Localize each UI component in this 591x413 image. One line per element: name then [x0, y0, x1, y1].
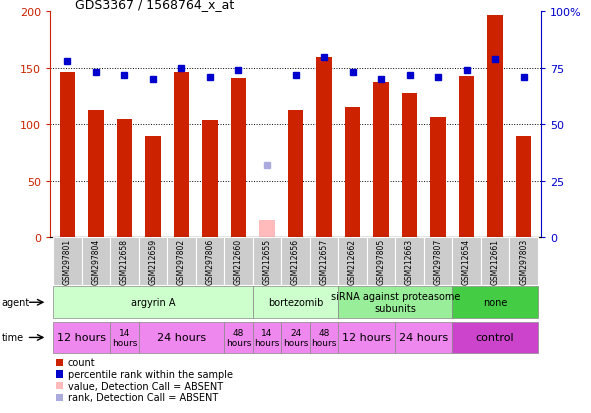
Text: percentile rank within the sample: percentile rank within the sample	[68, 369, 233, 379]
Bar	[139, 237, 167, 285]
Bar	[395, 322, 452, 354]
Text: agent: agent	[2, 297, 30, 308]
Text: GSM212658: GSM212658	[120, 238, 129, 284]
Bar	[60, 73, 75, 237]
Bar	[316, 57, 332, 237]
Bar	[488, 16, 503, 237]
Text: 24 hours: 24 hours	[157, 332, 206, 343]
Bar	[338, 237, 367, 285]
Text: GSM297804: GSM297804	[92, 238, 100, 284]
Bar	[253, 287, 338, 318]
Text: GSM297806: GSM297806	[206, 238, 215, 284]
Bar	[53, 287, 253, 318]
Text: siRNA against proteasome
subunits: siRNA against proteasome subunits	[330, 292, 460, 313]
Text: GSM297807: GSM297807	[434, 238, 443, 284]
Text: GSM297801: GSM297801	[63, 238, 72, 284]
Text: GSM212662: GSM212662	[348, 238, 357, 284]
Bar	[167, 237, 196, 285]
Text: 12 hours: 12 hours	[57, 332, 106, 343]
Text: GSM212657: GSM212657	[320, 238, 329, 284]
Bar	[139, 322, 224, 354]
Text: GSM212654: GSM212654	[462, 238, 471, 284]
Bar	[459, 76, 475, 237]
Bar	[110, 322, 139, 354]
Text: 14
hours: 14 hours	[254, 328, 280, 347]
Bar	[430, 118, 446, 237]
Bar	[110, 237, 139, 285]
Bar	[373, 83, 389, 237]
Bar	[53, 322, 110, 354]
Bar	[116, 119, 132, 237]
Bar	[509, 237, 538, 285]
Bar	[82, 237, 110, 285]
Text: 24 hours: 24 hours	[400, 332, 449, 343]
Bar	[53, 237, 82, 285]
Bar	[174, 73, 189, 237]
Bar	[281, 237, 310, 285]
Text: argyrin A: argyrin A	[131, 297, 175, 308]
Bar	[288, 110, 303, 237]
Text: none: none	[483, 297, 507, 308]
Bar	[338, 322, 395, 354]
Text: GSM212659: GSM212659	[148, 238, 157, 284]
Bar	[88, 110, 103, 237]
Bar	[452, 287, 538, 318]
Text: time: time	[2, 332, 24, 343]
Text: 48
hours: 48 hours	[311, 328, 337, 347]
Bar	[310, 322, 338, 354]
Text: 48
hours: 48 hours	[226, 328, 251, 347]
Bar	[253, 237, 281, 285]
Text: 24
hours: 24 hours	[283, 328, 308, 347]
Bar	[395, 237, 424, 285]
Bar	[253, 322, 281, 354]
Text: GSM212660: GSM212660	[234, 238, 243, 284]
Bar	[345, 108, 361, 237]
Text: value, Detection Call = ABSENT: value, Detection Call = ABSENT	[68, 381, 223, 391]
Bar	[224, 322, 253, 354]
Text: GDS3367 / 1568764_x_at: GDS3367 / 1568764_x_at	[75, 0, 234, 11]
Text: GSM212655: GSM212655	[262, 238, 271, 284]
Bar	[402, 93, 417, 237]
Text: 12 hours: 12 hours	[342, 332, 391, 343]
Bar	[338, 287, 452, 318]
Text: count: count	[68, 358, 96, 368]
Text: bortezomib: bortezomib	[268, 297, 323, 308]
Bar	[481, 237, 509, 285]
Bar	[230, 79, 246, 237]
Bar	[196, 237, 224, 285]
Text: GSM212661: GSM212661	[491, 238, 499, 284]
Bar	[452, 237, 481, 285]
Text: control: control	[476, 332, 514, 343]
Text: GSM297803: GSM297803	[519, 238, 528, 284]
Bar	[424, 237, 452, 285]
Text: 14
hours: 14 hours	[112, 328, 137, 347]
Text: GSM297802: GSM297802	[177, 238, 186, 284]
Bar	[281, 322, 310, 354]
Bar	[224, 237, 253, 285]
Text: GSM212663: GSM212663	[405, 238, 414, 284]
Bar	[516, 136, 531, 237]
Text: rank, Detection Call = ABSENT: rank, Detection Call = ABSENT	[68, 392, 218, 402]
Text: GSM297805: GSM297805	[376, 238, 385, 284]
Bar	[367, 237, 395, 285]
Text: GSM212656: GSM212656	[291, 238, 300, 284]
Bar	[452, 322, 538, 354]
Bar	[145, 136, 161, 237]
Bar	[310, 237, 338, 285]
Bar	[259, 221, 275, 237]
Bar	[202, 121, 218, 237]
